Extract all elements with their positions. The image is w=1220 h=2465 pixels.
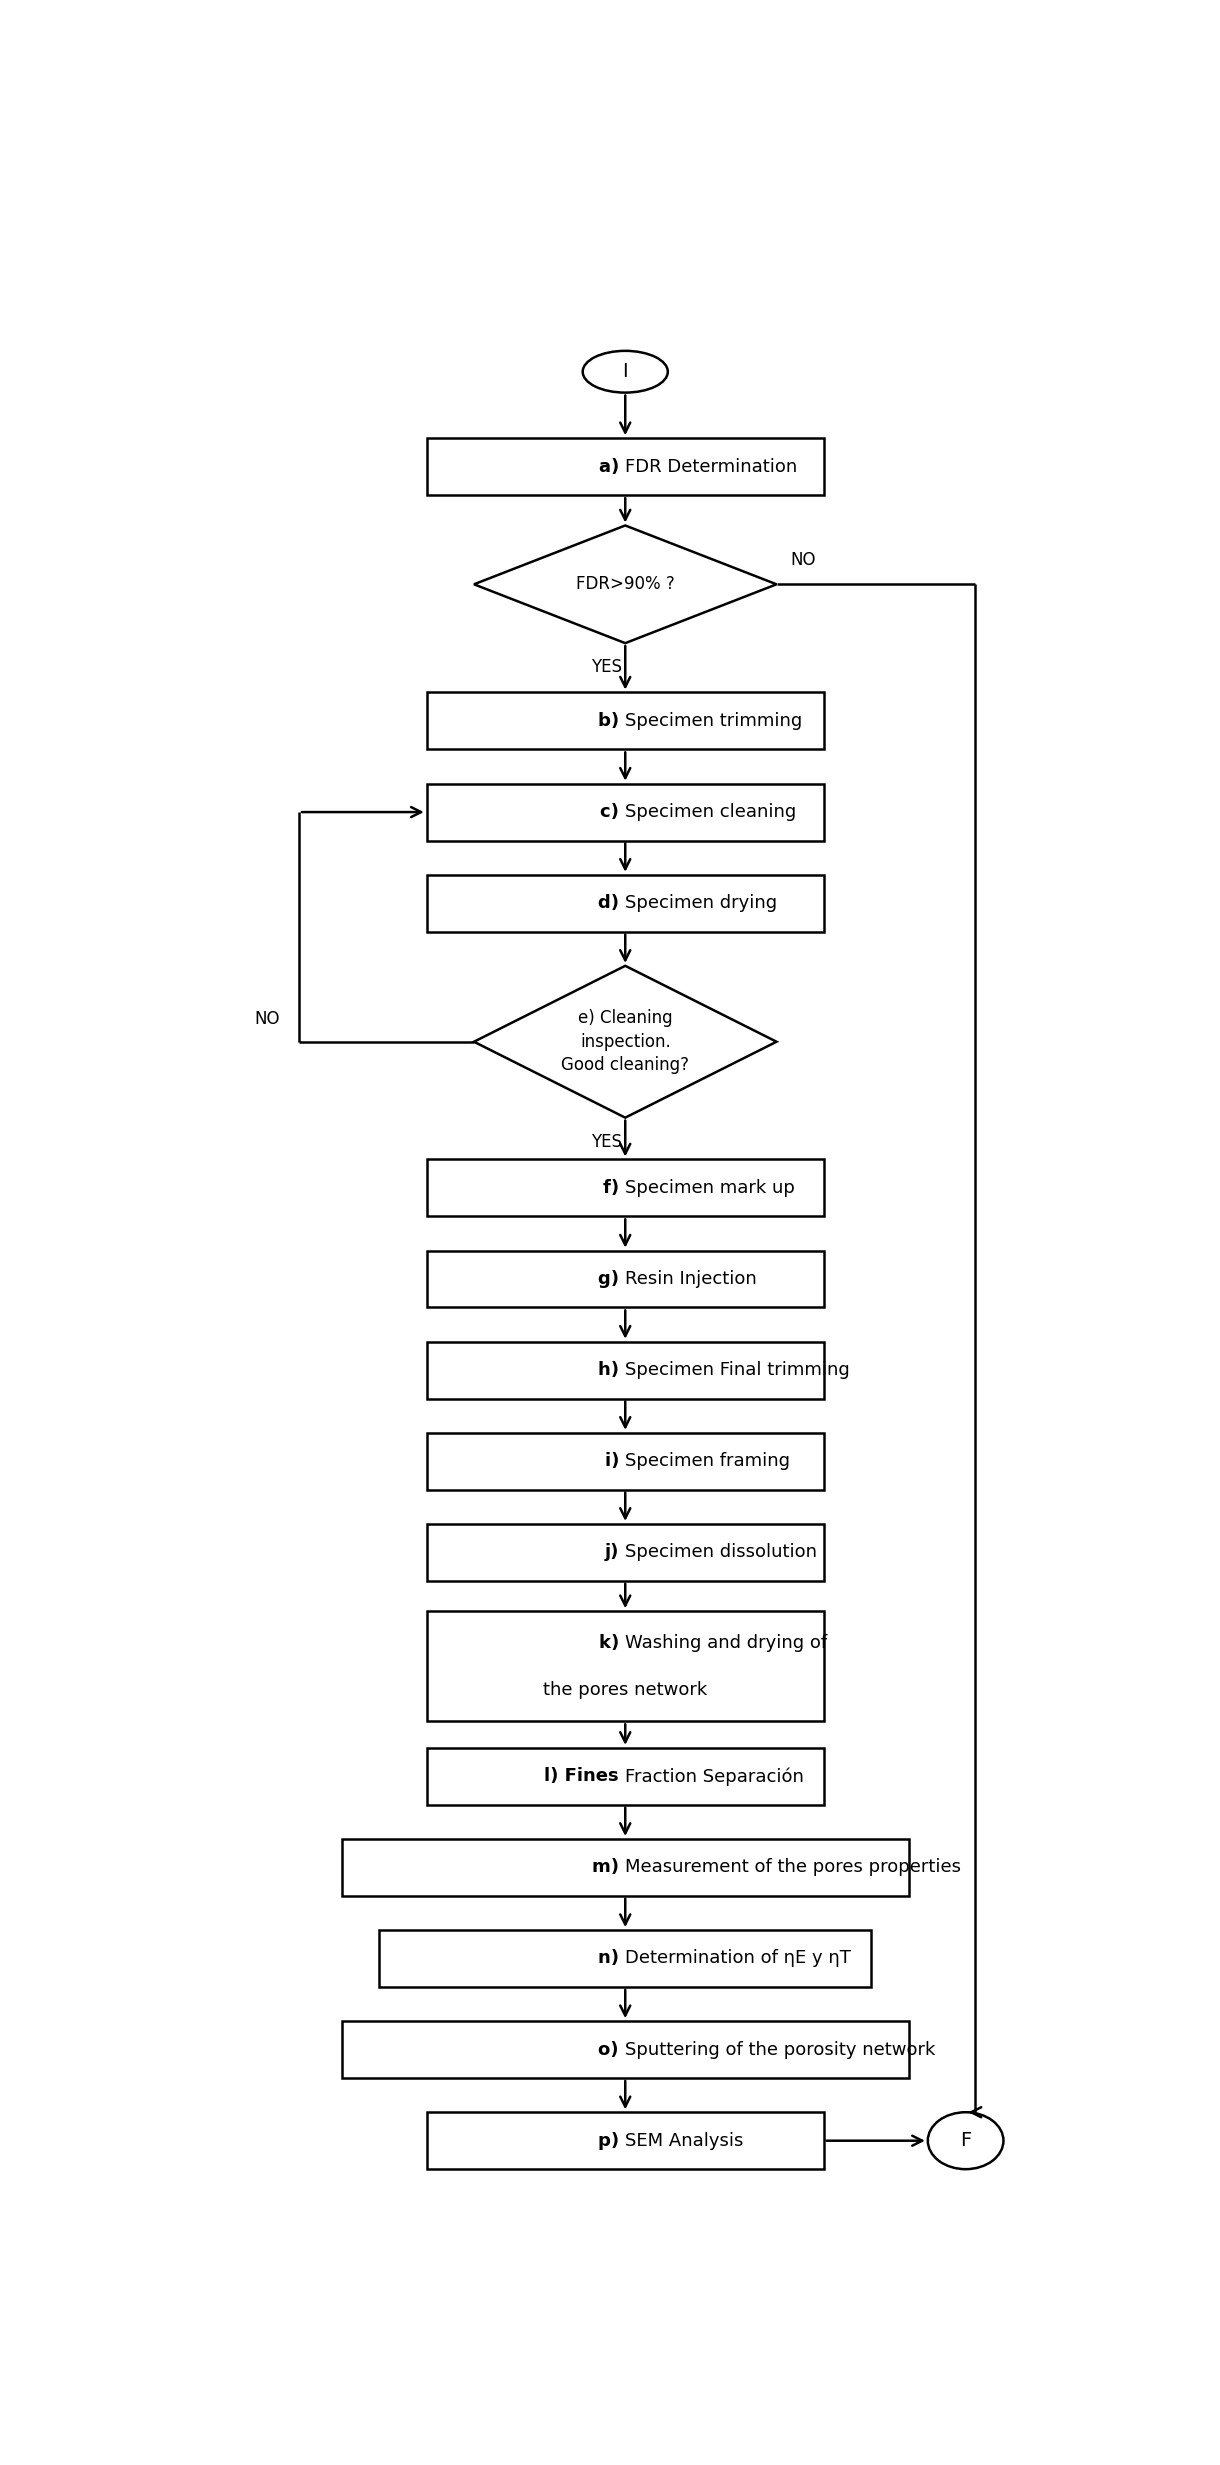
Text: b): b) <box>598 712 625 730</box>
Text: Specimen Final trimming: Specimen Final trimming <box>625 1361 850 1378</box>
Text: g): g) <box>598 1269 625 1289</box>
Bar <box>427 1748 824 1804</box>
Text: d): d) <box>598 895 625 912</box>
Ellipse shape <box>927 2113 1003 2169</box>
Text: SEM Analysis: SEM Analysis <box>625 2132 744 2149</box>
Text: YES: YES <box>590 658 622 675</box>
Text: Measurement of the pores properties: Measurement of the pores properties <box>625 1859 961 1876</box>
Bar <box>427 693 824 749</box>
Text: Specimen drying: Specimen drying <box>625 895 777 912</box>
Text: Determination of ηE y ηT: Determination of ηE y ηT <box>625 1950 852 1967</box>
Text: the pores network: the pores network <box>543 1681 708 1698</box>
Text: Specimen cleaning: Specimen cleaning <box>625 804 797 821</box>
Text: Fraction Separación: Fraction Separación <box>625 1767 804 1785</box>
Text: Washing and drying of: Washing and drying of <box>625 1634 827 1652</box>
Text: i): i) <box>605 1452 625 1469</box>
Bar <box>342 2021 909 2078</box>
Text: Specimen dissolution: Specimen dissolution <box>625 1543 817 1560</box>
Text: F: F <box>960 2132 971 2149</box>
Text: Sputtering of the porosity network: Sputtering of the porosity network <box>625 2041 936 2058</box>
Bar <box>427 2113 824 2169</box>
Text: FDR Determination: FDR Determination <box>625 458 798 476</box>
Text: l) Fines: l) Fines <box>544 1767 625 1785</box>
Text: c): c) <box>600 804 625 821</box>
Text: o): o) <box>599 2041 625 2058</box>
Polygon shape <box>473 525 776 643</box>
Bar <box>427 784 824 841</box>
Text: FDR>90% ?: FDR>90% ? <box>576 574 675 594</box>
Text: j): j) <box>605 1543 625 1560</box>
Text: a): a) <box>599 458 625 476</box>
Text: k): k) <box>599 1634 625 1652</box>
Bar <box>342 1839 909 1896</box>
Text: Specimen framing: Specimen framing <box>625 1452 791 1469</box>
Text: Specimen trimming: Specimen trimming <box>625 712 803 730</box>
Ellipse shape <box>583 350 667 392</box>
Polygon shape <box>473 966 776 1117</box>
Text: NO: NO <box>791 552 816 569</box>
Text: Specimen mark up: Specimen mark up <box>625 1178 795 1198</box>
Bar <box>379 1930 871 1987</box>
Bar <box>427 1432 824 1489</box>
Text: m): m) <box>592 1859 625 1876</box>
Bar <box>427 1159 824 1215</box>
Text: YES: YES <box>590 1134 622 1151</box>
Bar <box>427 1612 824 1721</box>
Text: Resin Injection: Resin Injection <box>625 1269 756 1289</box>
Bar <box>427 1341 824 1398</box>
Text: n): n) <box>598 1950 625 1967</box>
Bar <box>427 1523 824 1580</box>
Text: I: I <box>622 362 628 382</box>
Text: NO: NO <box>255 1011 281 1028</box>
Text: h): h) <box>598 1361 625 1378</box>
Bar <box>427 439 824 495</box>
Text: f): f) <box>603 1178 625 1198</box>
Bar <box>427 1250 824 1306</box>
Text: p): p) <box>598 2132 625 2149</box>
Bar <box>427 875 824 932</box>
Text: e) Cleaning
inspection.
Good cleaning?: e) Cleaning inspection. Good cleaning? <box>561 1008 689 1075</box>
